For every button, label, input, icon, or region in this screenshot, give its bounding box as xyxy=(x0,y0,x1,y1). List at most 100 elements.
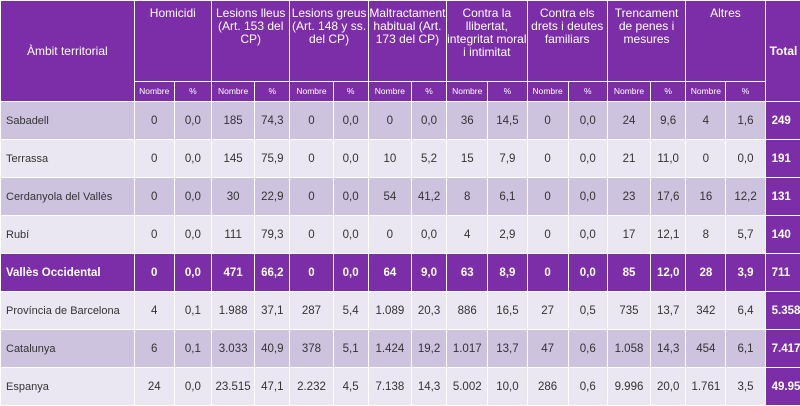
cell-count: 23 xyxy=(607,178,650,216)
cell-percent: 0,0 xyxy=(333,216,368,254)
cell-count: 28 xyxy=(686,254,726,292)
row-total: 711 xyxy=(765,254,800,292)
column-header-group: Maltractament habitual (Art. 173 del CP) xyxy=(368,1,446,82)
cell-count: 0 xyxy=(527,178,568,216)
cell-percent: 11,0 xyxy=(651,140,686,178)
cell-count: 471 xyxy=(212,254,255,292)
subheader-nombre: Nombre xyxy=(607,82,650,102)
row-total: 131 xyxy=(765,178,800,216)
column-header-total: Total xyxy=(765,1,800,102)
column-header-group: Trencament de penes i mesures xyxy=(607,1,685,82)
cell-percent: 6,1 xyxy=(488,178,527,216)
cell-percent: 22,9 xyxy=(255,178,290,216)
cell-count: 454 xyxy=(686,330,726,368)
cell-percent: 37,1 xyxy=(255,292,290,330)
cell-percent: 0,0 xyxy=(174,216,211,254)
cell-percent: 0,0 xyxy=(174,178,211,216)
cell-count: 1.424 xyxy=(368,330,411,368)
cell-count: 0 xyxy=(290,254,333,292)
cell-percent: 3,9 xyxy=(726,254,765,292)
column-header-group: Lesions lleus (Art. 153 del CP) xyxy=(212,1,290,82)
subheader-percent: % xyxy=(333,82,368,102)
row-territory-name: Rubí xyxy=(1,216,135,254)
cell-percent: 0,5 xyxy=(568,292,607,330)
cell-percent: 6,4 xyxy=(726,292,765,330)
cell-percent: 14,5 xyxy=(488,102,527,140)
cell-count: 36 xyxy=(447,102,488,140)
cell-count: 0 xyxy=(290,102,333,140)
cell-percent: 5,1 xyxy=(333,330,368,368)
cell-count: 0 xyxy=(290,140,333,178)
cell-count: 287 xyxy=(290,292,333,330)
cell-percent: 5,4 xyxy=(333,292,368,330)
cell-count: 0 xyxy=(527,254,568,292)
cell-count: 4 xyxy=(134,292,174,330)
subheader-nombre: Nombre xyxy=(686,82,726,102)
subheader-nombre: Nombre xyxy=(212,82,255,102)
column-header-group: Contra els drets i deutes familiars xyxy=(527,1,607,82)
cell-count: 378 xyxy=(290,330,333,368)
cell-count: 15 xyxy=(447,140,488,178)
cell-percent: 66,2 xyxy=(255,254,290,292)
cell-percent: 8,9 xyxy=(488,254,527,292)
cell-percent: 9,6 xyxy=(651,102,686,140)
cell-percent: 0,0 xyxy=(174,254,211,292)
subheader-percent: % xyxy=(651,82,686,102)
cell-percent: 19,2 xyxy=(411,330,446,368)
cell-count: 735 xyxy=(607,292,650,330)
subheader-nombre: Nombre xyxy=(290,82,333,102)
cell-count: 1.017 xyxy=(447,330,488,368)
cell-percent: 0,0 xyxy=(333,140,368,178)
subheader-nombre: Nombre xyxy=(447,82,488,102)
cell-percent: 13,7 xyxy=(651,292,686,330)
cell-percent: 0,0 xyxy=(568,140,607,178)
row-total: 249 xyxy=(765,102,800,140)
column-header-ambit: Àmbit territorial xyxy=(1,1,135,102)
cell-count: 0 xyxy=(134,102,174,140)
row-territory-name: Terrassa xyxy=(1,140,135,178)
subheader-percent: % xyxy=(726,82,765,102)
cell-percent: 74,3 xyxy=(255,102,290,140)
cell-count: 0 xyxy=(134,254,174,292)
cell-percent: 0,0 xyxy=(568,254,607,292)
cell-percent: 17,6 xyxy=(651,178,686,216)
cell-count: 4 xyxy=(447,216,488,254)
cell-count: 0 xyxy=(134,216,174,254)
row-territory-name: Sabadell xyxy=(1,102,135,140)
cell-percent: 14,3 xyxy=(651,330,686,368)
cell-percent: 75,9 xyxy=(255,140,290,178)
subheader-percent: % xyxy=(488,82,527,102)
cell-count: 185 xyxy=(212,102,255,140)
row-total: 140 xyxy=(765,216,800,254)
cell-percent: 0,0 xyxy=(174,140,211,178)
cell-count: 8 xyxy=(686,216,726,254)
cell-percent: 12,2 xyxy=(726,178,765,216)
cell-count: 1.058 xyxy=(607,330,650,368)
cell-count: 342 xyxy=(686,292,726,330)
subheader-nombre: Nombre xyxy=(368,82,411,102)
cell-count: 3.033 xyxy=(212,330,255,368)
row-territory-name: Província de Barcelona xyxy=(1,292,135,330)
cell-percent: 40,9 xyxy=(255,330,290,368)
cell-count: 0 xyxy=(368,216,411,254)
cell-percent: 13,7 xyxy=(488,330,527,368)
column-header-group: Lesions greus (Art. 148 y ss. del CP) xyxy=(290,1,368,82)
cell-percent: 0,0 xyxy=(568,216,607,254)
subheader-nombre: Nombre xyxy=(527,82,568,102)
cell-count: 6 xyxy=(134,330,174,368)
cell-count: 85 xyxy=(607,254,650,292)
cell-count: 0 xyxy=(290,178,333,216)
cell-percent: 0,0 xyxy=(726,140,765,178)
cell-count: 17 xyxy=(607,216,650,254)
row-total: 7.417 xyxy=(765,330,800,368)
cell-count: 0 xyxy=(134,178,174,216)
